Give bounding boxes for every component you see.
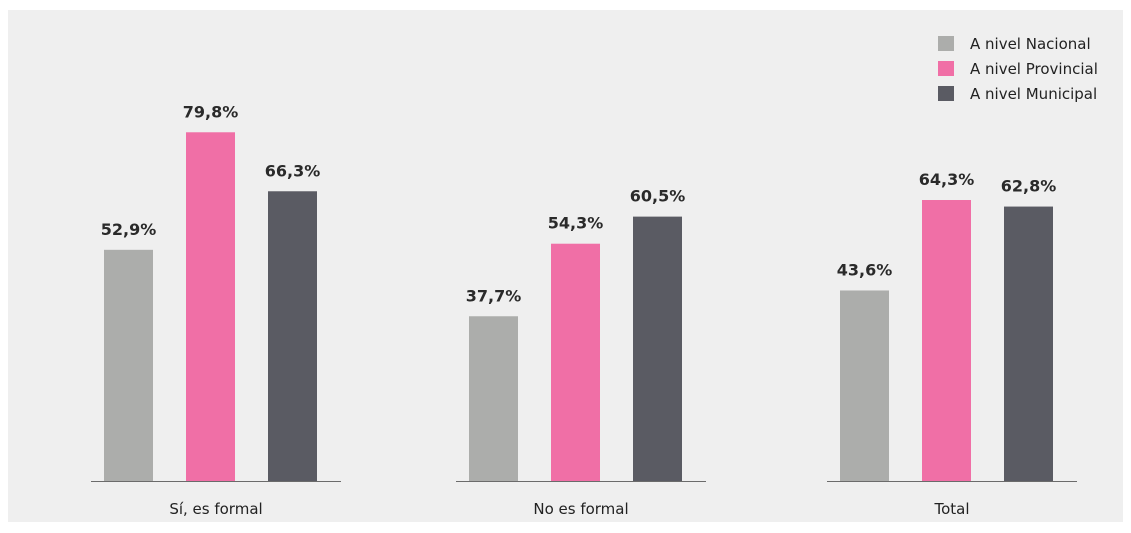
legend-swatch-municipal xyxy=(938,86,954,101)
category-label-2: Total xyxy=(933,500,969,518)
legend-label-nacional: A nivel Nacional xyxy=(970,34,1091,53)
bar-1-2 xyxy=(633,216,682,482)
bar-2-1 xyxy=(922,200,971,481)
bar-2-0 xyxy=(840,290,889,481)
legend: A nivel Nacional A nivel Provincial A ni… xyxy=(938,31,1098,106)
data-label-2-1: 64,3% xyxy=(919,170,975,189)
bar-2-2 xyxy=(1004,206,1053,481)
category-label-1: No es formal xyxy=(533,500,628,518)
data-label-1-2: 60,5% xyxy=(630,187,686,206)
data-label-0-0: 52,9% xyxy=(101,220,157,239)
bar-1-0 xyxy=(469,316,518,481)
data-label-0-1: 79,8% xyxy=(183,102,239,121)
bar-1-1 xyxy=(551,243,600,481)
legend-item-municipal: A nivel Municipal xyxy=(938,81,1098,106)
data-label-2-2: 62,8% xyxy=(1001,177,1057,196)
legend-item-nacional: A nivel Nacional xyxy=(938,31,1098,56)
data-label-0-2: 66,3% xyxy=(265,161,321,180)
legend-item-provincial: A nivel Provincial xyxy=(938,56,1098,81)
legend-label-provincial: A nivel Provincial xyxy=(970,59,1098,78)
bar-0-0 xyxy=(104,249,153,481)
legend-swatch-provincial xyxy=(938,61,954,76)
data-label-1-1: 54,3% xyxy=(548,214,604,233)
legend-label-municipal: A nivel Municipal xyxy=(970,84,1098,103)
data-label-2-0: 43,6% xyxy=(837,260,893,279)
legend-swatch-nacional xyxy=(938,36,954,51)
bar-0-1 xyxy=(186,132,235,482)
bar-0-2 xyxy=(268,191,317,482)
data-label-1-0: 37,7% xyxy=(466,286,522,305)
category-label-0: Sí, es formal xyxy=(169,500,262,518)
